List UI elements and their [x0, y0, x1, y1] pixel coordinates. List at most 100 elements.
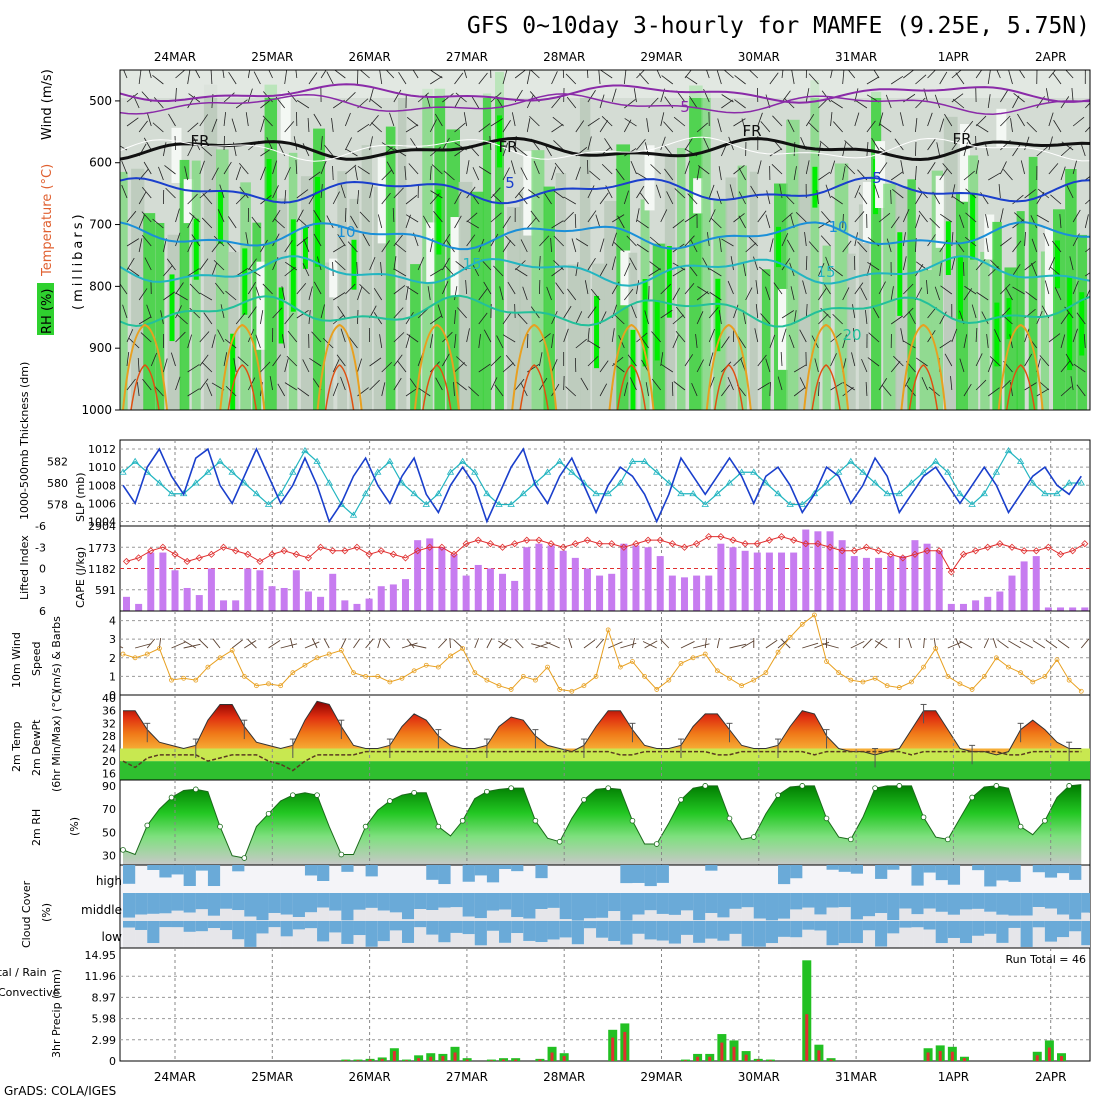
- cape-bar: [365, 598, 373, 611]
- wind-barb: [757, 354, 767, 367]
- thickness-point: [798, 500, 806, 507]
- wind-barb: [929, 217, 940, 229]
- cloud-low-gap: [911, 921, 924, 948]
- precip-convective-bar: [453, 1052, 457, 1061]
- rh-core: [1006, 298, 1012, 340]
- wind-barb: [303, 238, 310, 253]
- wind-barb: [405, 334, 411, 349]
- wind-barb: [781, 233, 789, 247]
- wind-barb: [1052, 240, 1062, 253]
- cloud-middle-block: [765, 893, 779, 921]
- wind-barb: [466, 220, 479, 229]
- date-label-top: 24MAR: [154, 50, 196, 64]
- temperature-label: Temperature (°C): [40, 164, 55, 277]
- wind-barb: [345, 283, 356, 295]
- wind-barb: [971, 304, 977, 319]
- wind-barb: [175, 232, 181, 247]
- wind-barb: [587, 210, 597, 223]
- cloud-middle-gap: [268, 912, 281, 921]
- rh-streak: [737, 165, 747, 410]
- rh-dry-patch: [523, 151, 534, 236]
- cloud-low-block: [426, 921, 439, 935]
- wind-barb: [1000, 283, 1011, 295]
- wind-barb: [994, 329, 1001, 343]
- cloud-high-block: [1057, 865, 1070, 874]
- rh-streak: [385, 126, 396, 410]
- wind-speed-point: [933, 646, 939, 651]
- wind-barb: [434, 113, 443, 127]
- wind-barb: [708, 328, 715, 343]
- wind-barb: [927, 138, 936, 151]
- wind-barb: [253, 71, 261, 85]
- cloud-middle-block: [377, 893, 390, 911]
- rh-legend-swatch: [37, 283, 54, 335]
- cape-bar: [984, 596, 992, 611]
- wind-barb: [187, 364, 200, 373]
- wind-barb: [163, 358, 168, 373]
- rh-streak: [931, 170, 944, 410]
- cloud-low-block: [232, 921, 245, 940]
- wind-barb: [228, 216, 237, 229]
- wind-barb: [201, 361, 213, 373]
- wind-barb: [769, 238, 774, 253]
- wind-barb: [481, 259, 492, 271]
- cloud-low-block: [911, 921, 924, 928]
- wind-barb: [332, 191, 340, 205]
- wind-barb: [672, 219, 685, 229]
- wind-barb: [141, 187, 152, 199]
- wind-barb: [272, 185, 279, 199]
- wind-barb: [757, 112, 763, 127]
- wind-barb: [587, 340, 601, 349]
- rh-streak: [337, 171, 348, 410]
- thickness-point: [325, 479, 333, 486]
- thickness-point: [762, 479, 770, 486]
- cloud-low-block: [207, 921, 221, 929]
- cloud-low-block: [414, 921, 427, 928]
- lifted-index-point: [959, 550, 968, 558]
- surface-wind-barb: [545, 641, 560, 649]
- wind-barb: [320, 304, 325, 319]
- wind-barb: [598, 70, 601, 85]
- wind-barb: [202, 193, 213, 205]
- warm-isotherm: [908, 364, 939, 410]
- cloud-middle-block: [159, 893, 172, 914]
- wind-barb: [550, 238, 552, 253]
- wind-barb: [1010, 118, 1013, 133]
- wind-barb: [199, 331, 210, 343]
- wind-barb: [442, 257, 450, 271]
- surface-wind-barb: [449, 637, 451, 649]
- wind-barb: [963, 120, 974, 133]
- thickness-point: [252, 489, 261, 497]
- lifted-index-point: [632, 540, 640, 548]
- wind-barb: [340, 328, 346, 343]
- cloud-middle-gap: [668, 914, 682, 921]
- temp2m-tick: 36: [102, 705, 116, 718]
- chart-title: GFS 0~10day 3-hourly for MAMFE (9.25E, 5…: [467, 13, 1090, 39]
- wind-barb: [753, 256, 759, 271]
- wind-barb: [757, 210, 767, 223]
- wind-barb: [546, 286, 552, 301]
- surface-wind-barb: [741, 640, 755, 649]
- precip-convective-bar: [356, 1060, 360, 1061]
- wind-barb: [199, 258, 209, 271]
- wind-barb: [175, 282, 184, 295]
- cloud-middle-gap: [644, 910, 657, 921]
- lifted-index-point: [656, 536, 664, 544]
- wind-barb: [260, 239, 268, 253]
- cloud-low-block: [972, 921, 985, 936]
- rh2m-point: [653, 841, 660, 847]
- thickness-point: [483, 489, 491, 497]
- wind-speed-point: [375, 673, 381, 679]
- wind-barb: [866, 76, 880, 85]
- cloud-low-block: [984, 921, 997, 934]
- warm-isotherm: [705, 323, 752, 410]
- wind-barb: [734, 75, 746, 85]
- cape-bar: [814, 531, 822, 611]
- rh2m-point: [362, 823, 369, 830]
- wind-barb: [377, 214, 383, 229]
- wind-speed-point: [969, 687, 975, 692]
- wind-barb: [673, 381, 686, 391]
- cloud-middle-gap: [135, 914, 148, 921]
